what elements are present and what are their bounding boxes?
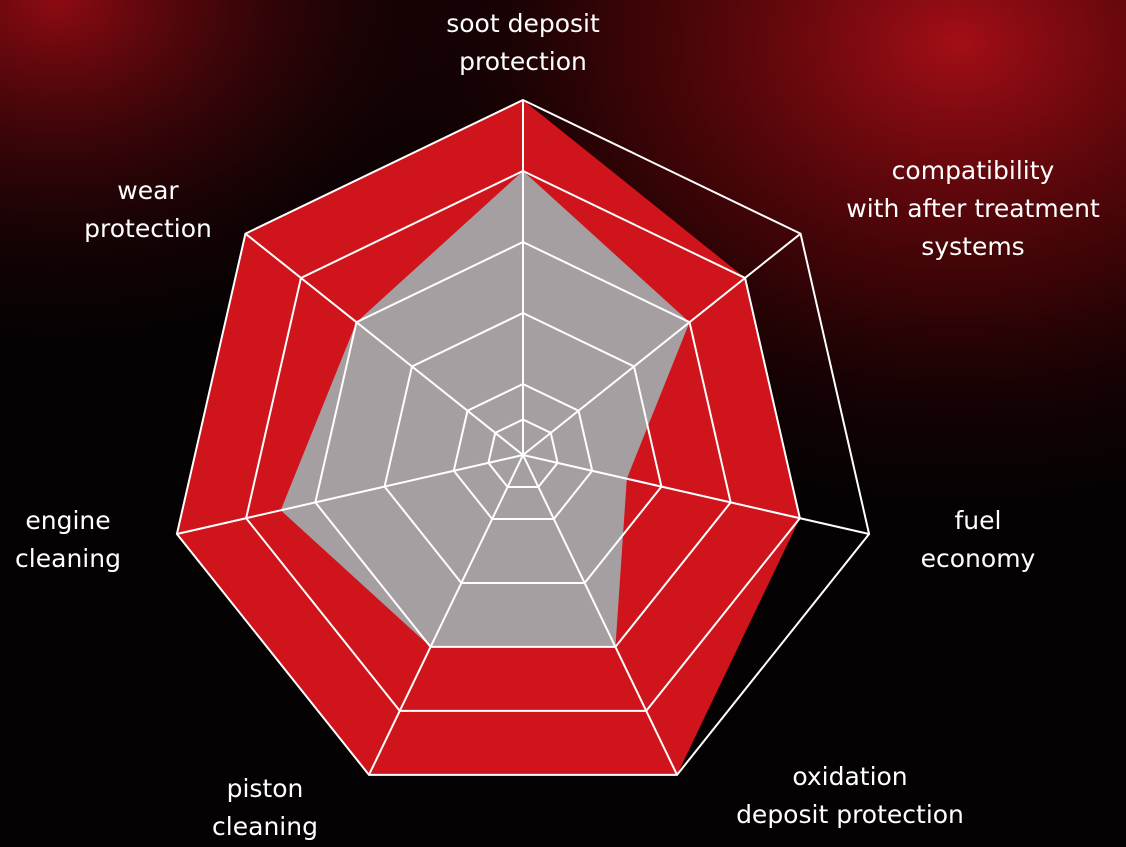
axis-label: systems bbox=[921, 232, 1024, 261]
axis-label: deposit protection bbox=[736, 800, 964, 829]
axis-label: with after treatment bbox=[846, 194, 1100, 223]
grid-ring bbox=[175, 98, 871, 776]
axis-label: soot deposit bbox=[446, 9, 600, 38]
spoke bbox=[522, 454, 678, 776]
axis-label: oxidation bbox=[792, 762, 907, 791]
grid-ring bbox=[487, 418, 559, 488]
grid-ring bbox=[314, 240, 732, 648]
spoke bbox=[522, 454, 870, 535]
grid-ring bbox=[383, 311, 663, 584]
axis-label: cleaning bbox=[15, 544, 121, 573]
spoke bbox=[368, 454, 524, 776]
grid-ring bbox=[245, 169, 801, 712]
axis-label: compatibility bbox=[892, 156, 1055, 185]
axis-label: fuel bbox=[955, 506, 1002, 535]
spoke bbox=[522, 232, 802, 456]
axis-label: engine bbox=[25, 506, 110, 535]
axis-label: cleaning bbox=[212, 812, 318, 841]
axis-label: protection bbox=[84, 214, 212, 243]
axis-label: economy bbox=[921, 544, 1036, 573]
spoke bbox=[244, 232, 524, 456]
axis-label: wear bbox=[117, 176, 179, 205]
spoke bbox=[176, 454, 524, 535]
axis-label: protection bbox=[459, 47, 587, 76]
axis-label: piston bbox=[227, 774, 304, 803]
series-area bbox=[280, 171, 690, 647]
grid-ring bbox=[452, 382, 594, 520]
